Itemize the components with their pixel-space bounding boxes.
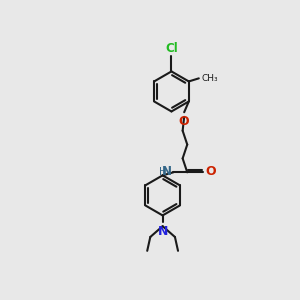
Text: CH₃: CH₃ — [201, 74, 218, 83]
Text: N: N — [158, 225, 168, 238]
Text: H: H — [159, 167, 167, 176]
Text: N: N — [162, 165, 172, 178]
Text: O: O — [179, 115, 190, 128]
Text: O: O — [205, 165, 216, 178]
Text: Cl: Cl — [165, 42, 178, 55]
